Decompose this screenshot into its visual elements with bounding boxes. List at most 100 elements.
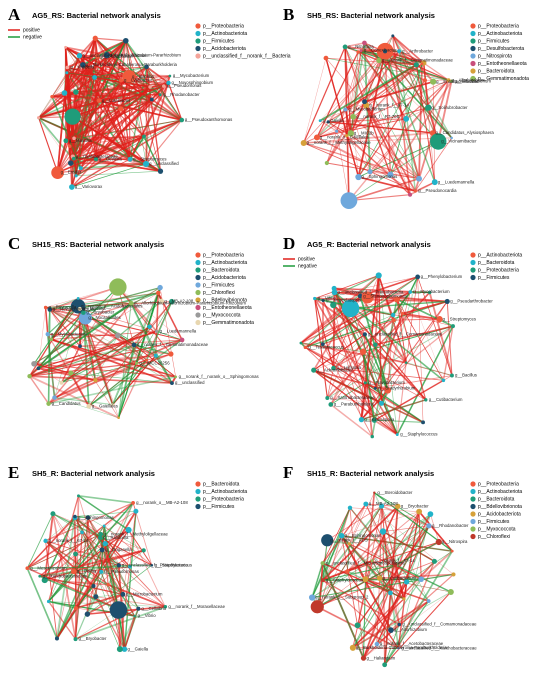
edge — [88, 301, 173, 407]
node-label: g__Leifsonia — [336, 365, 361, 370]
panel: B SH5_RS: Bacterial network analysis p__Pr… — [283, 5, 529, 209]
node — [116, 646, 123, 653]
edge — [45, 292, 159, 308]
edge — [383, 525, 429, 532]
edge — [303, 58, 327, 144]
node-label: g__Conexibacter — [364, 48, 397, 53]
node — [449, 373, 454, 378]
node — [383, 49, 388, 54]
node-label: g__Kribbella — [70, 65, 94, 70]
edge — [79, 55, 164, 87]
edge — [374, 313, 404, 389]
node — [85, 515, 91, 520]
node-label: g__Luteibacter — [102, 98, 131, 103]
node — [387, 171, 394, 178]
node-label: g__Flavobacterium — [454, 78, 491, 83]
edge — [145, 301, 173, 361]
edge — [145, 119, 183, 165]
node — [413, 62, 419, 68]
edge — [300, 307, 351, 344]
node-label: g__Bryobacter — [86, 310, 115, 315]
legend-marker — [470, 75, 476, 82]
edge — [95, 37, 126, 42]
edge — [424, 80, 436, 183]
edge — [48, 362, 137, 405]
node-label: g__Allorhizobium — [394, 627, 427, 632]
edge — [384, 600, 430, 666]
node — [73, 89, 79, 95]
node-label: g__Staphylococcus — [155, 562, 192, 567]
edge — [45, 517, 76, 541]
edge — [112, 326, 150, 405]
edge — [363, 101, 411, 196]
edge — [316, 63, 423, 138]
legend-marker — [195, 23, 201, 29]
edge — [330, 403, 373, 438]
edge — [66, 72, 151, 88]
node-label: g__norank_o__Subgroup_2 — [315, 595, 369, 600]
node — [78, 311, 92, 325]
edge — [74, 516, 125, 650]
node — [116, 563, 122, 568]
panel: A AG5_RS: Bacterial network analysis posit… — [8, 5, 291, 190]
edge — [303, 46, 346, 144]
node — [420, 62, 424, 66]
node-label: g__unclassified_f__Proteobacteria — [122, 562, 189, 567]
node — [168, 351, 174, 357]
edge — [38, 55, 80, 118]
node — [320, 561, 325, 566]
node — [163, 605, 168, 609]
edge — [365, 503, 454, 575]
legend-label: p__unclassified_f__norank_f__Bacteria — [203, 53, 291, 59]
legend-marker — [195, 38, 201, 44]
node — [179, 337, 185, 343]
edge — [43, 513, 54, 581]
edge — [430, 514, 440, 543]
node — [141, 548, 146, 553]
edge — [44, 540, 95, 587]
edge — [314, 275, 379, 299]
legend-label: p__Gemmatimonadota — [203, 320, 254, 326]
node — [147, 324, 152, 329]
node — [363, 501, 369, 507]
edge — [319, 507, 351, 607]
edge — [322, 506, 398, 581]
edge — [95, 594, 123, 597]
edges — [303, 35, 453, 202]
edge — [130, 303, 172, 355]
node — [94, 53, 101, 59]
node — [54, 636, 59, 641]
edge — [325, 57, 417, 66]
node-label: g__Stenotrophomonas — [363, 293, 406, 298]
node — [427, 511, 434, 518]
edge — [118, 292, 159, 418]
legend-label: p__Actinobacteriota — [203, 260, 247, 266]
edge — [389, 80, 453, 176]
edge — [382, 530, 435, 562]
node — [424, 398, 428, 402]
node-label: g__Vicinamibacter — [441, 139, 477, 144]
edge — [322, 343, 373, 437]
node — [96, 98, 102, 103]
panel: F SH15_R: Bacterial network analysis p__Pr… — [283, 463, 522, 668]
edge — [387, 314, 394, 391]
edge — [397, 581, 408, 649]
node-label: g__MB-A2-108 — [369, 501, 399, 506]
edge — [346, 51, 359, 136]
node — [47, 307, 53, 312]
edge — [305, 276, 418, 348]
legend-label: p__Entotheonellaeota — [478, 61, 527, 67]
node-label: g__unclassified_f__Xanthobacteraceae — [401, 645, 477, 650]
legend-label: p__Acidobacteriota — [203, 275, 246, 281]
node-label: g__Rhodanobacter — [432, 523, 469, 528]
edge — [332, 304, 362, 420]
panel-title: AG5_R: Bacterial network analysis — [307, 240, 431, 249]
edge — [333, 367, 444, 381]
node-label: g__Bradyrhizobium — [378, 385, 415, 390]
legend-label: p__Gemmatimonadota — [478, 76, 529, 82]
legend-marker — [195, 274, 201, 281]
edge — [45, 306, 157, 357]
node — [378, 400, 384, 406]
edge — [322, 564, 396, 581]
edge — [69, 145, 131, 160]
